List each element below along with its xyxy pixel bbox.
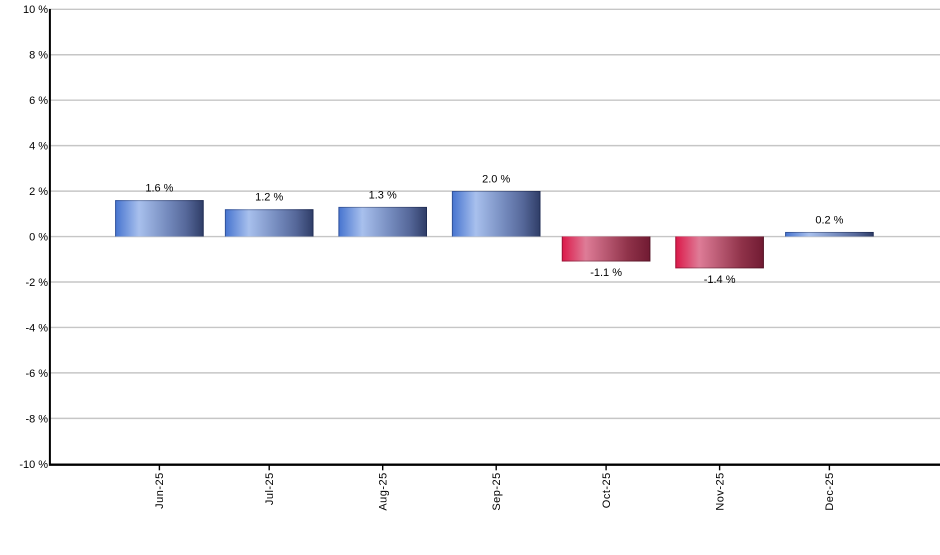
- svg-text:Oct-25: Oct-25: [601, 472, 613, 508]
- svg-text:1.2 %: 1.2 %: [255, 192, 283, 204]
- svg-text:-8 %: -8 %: [25, 414, 48, 426]
- svg-text:4 %: 4 %: [29, 141, 48, 153]
- svg-text:-6 %: -6 %: [25, 368, 48, 380]
- svg-text:8 %: 8 %: [29, 50, 48, 62]
- svg-text:6 %: 6 %: [29, 95, 48, 107]
- svg-text:0 %: 0 %: [29, 232, 48, 244]
- svg-text:Nov-25: Nov-25: [714, 472, 726, 510]
- svg-text:2 %: 2 %: [29, 186, 48, 198]
- svg-text:-1.1 %: -1.1 %: [590, 267, 622, 279]
- svg-text:Dec-25: Dec-25: [824, 472, 836, 510]
- svg-text:10 %: 10 %: [23, 4, 48, 16]
- svg-text:Jun-25: Jun-25: [154, 472, 166, 509]
- svg-text:Aug-25: Aug-25: [378, 472, 390, 510]
- svg-text:Sep-25: Sep-25: [491, 472, 503, 510]
- svg-text:-2 %: -2 %: [25, 277, 48, 289]
- svg-text:-4 %: -4 %: [25, 323, 48, 335]
- svg-text:0.2 %: 0.2 %: [815, 214, 843, 226]
- svg-text:1.3 %: 1.3 %: [369, 189, 397, 201]
- svg-text:-1.4 %: -1.4 %: [704, 274, 736, 286]
- svg-text:-10 %: -10 %: [19, 459, 48, 471]
- svg-text:1.6 %: 1.6 %: [145, 183, 173, 195]
- svg-text:2.0 %: 2.0 %: [482, 174, 510, 186]
- svg-text:Jul-25: Jul-25: [264, 472, 276, 505]
